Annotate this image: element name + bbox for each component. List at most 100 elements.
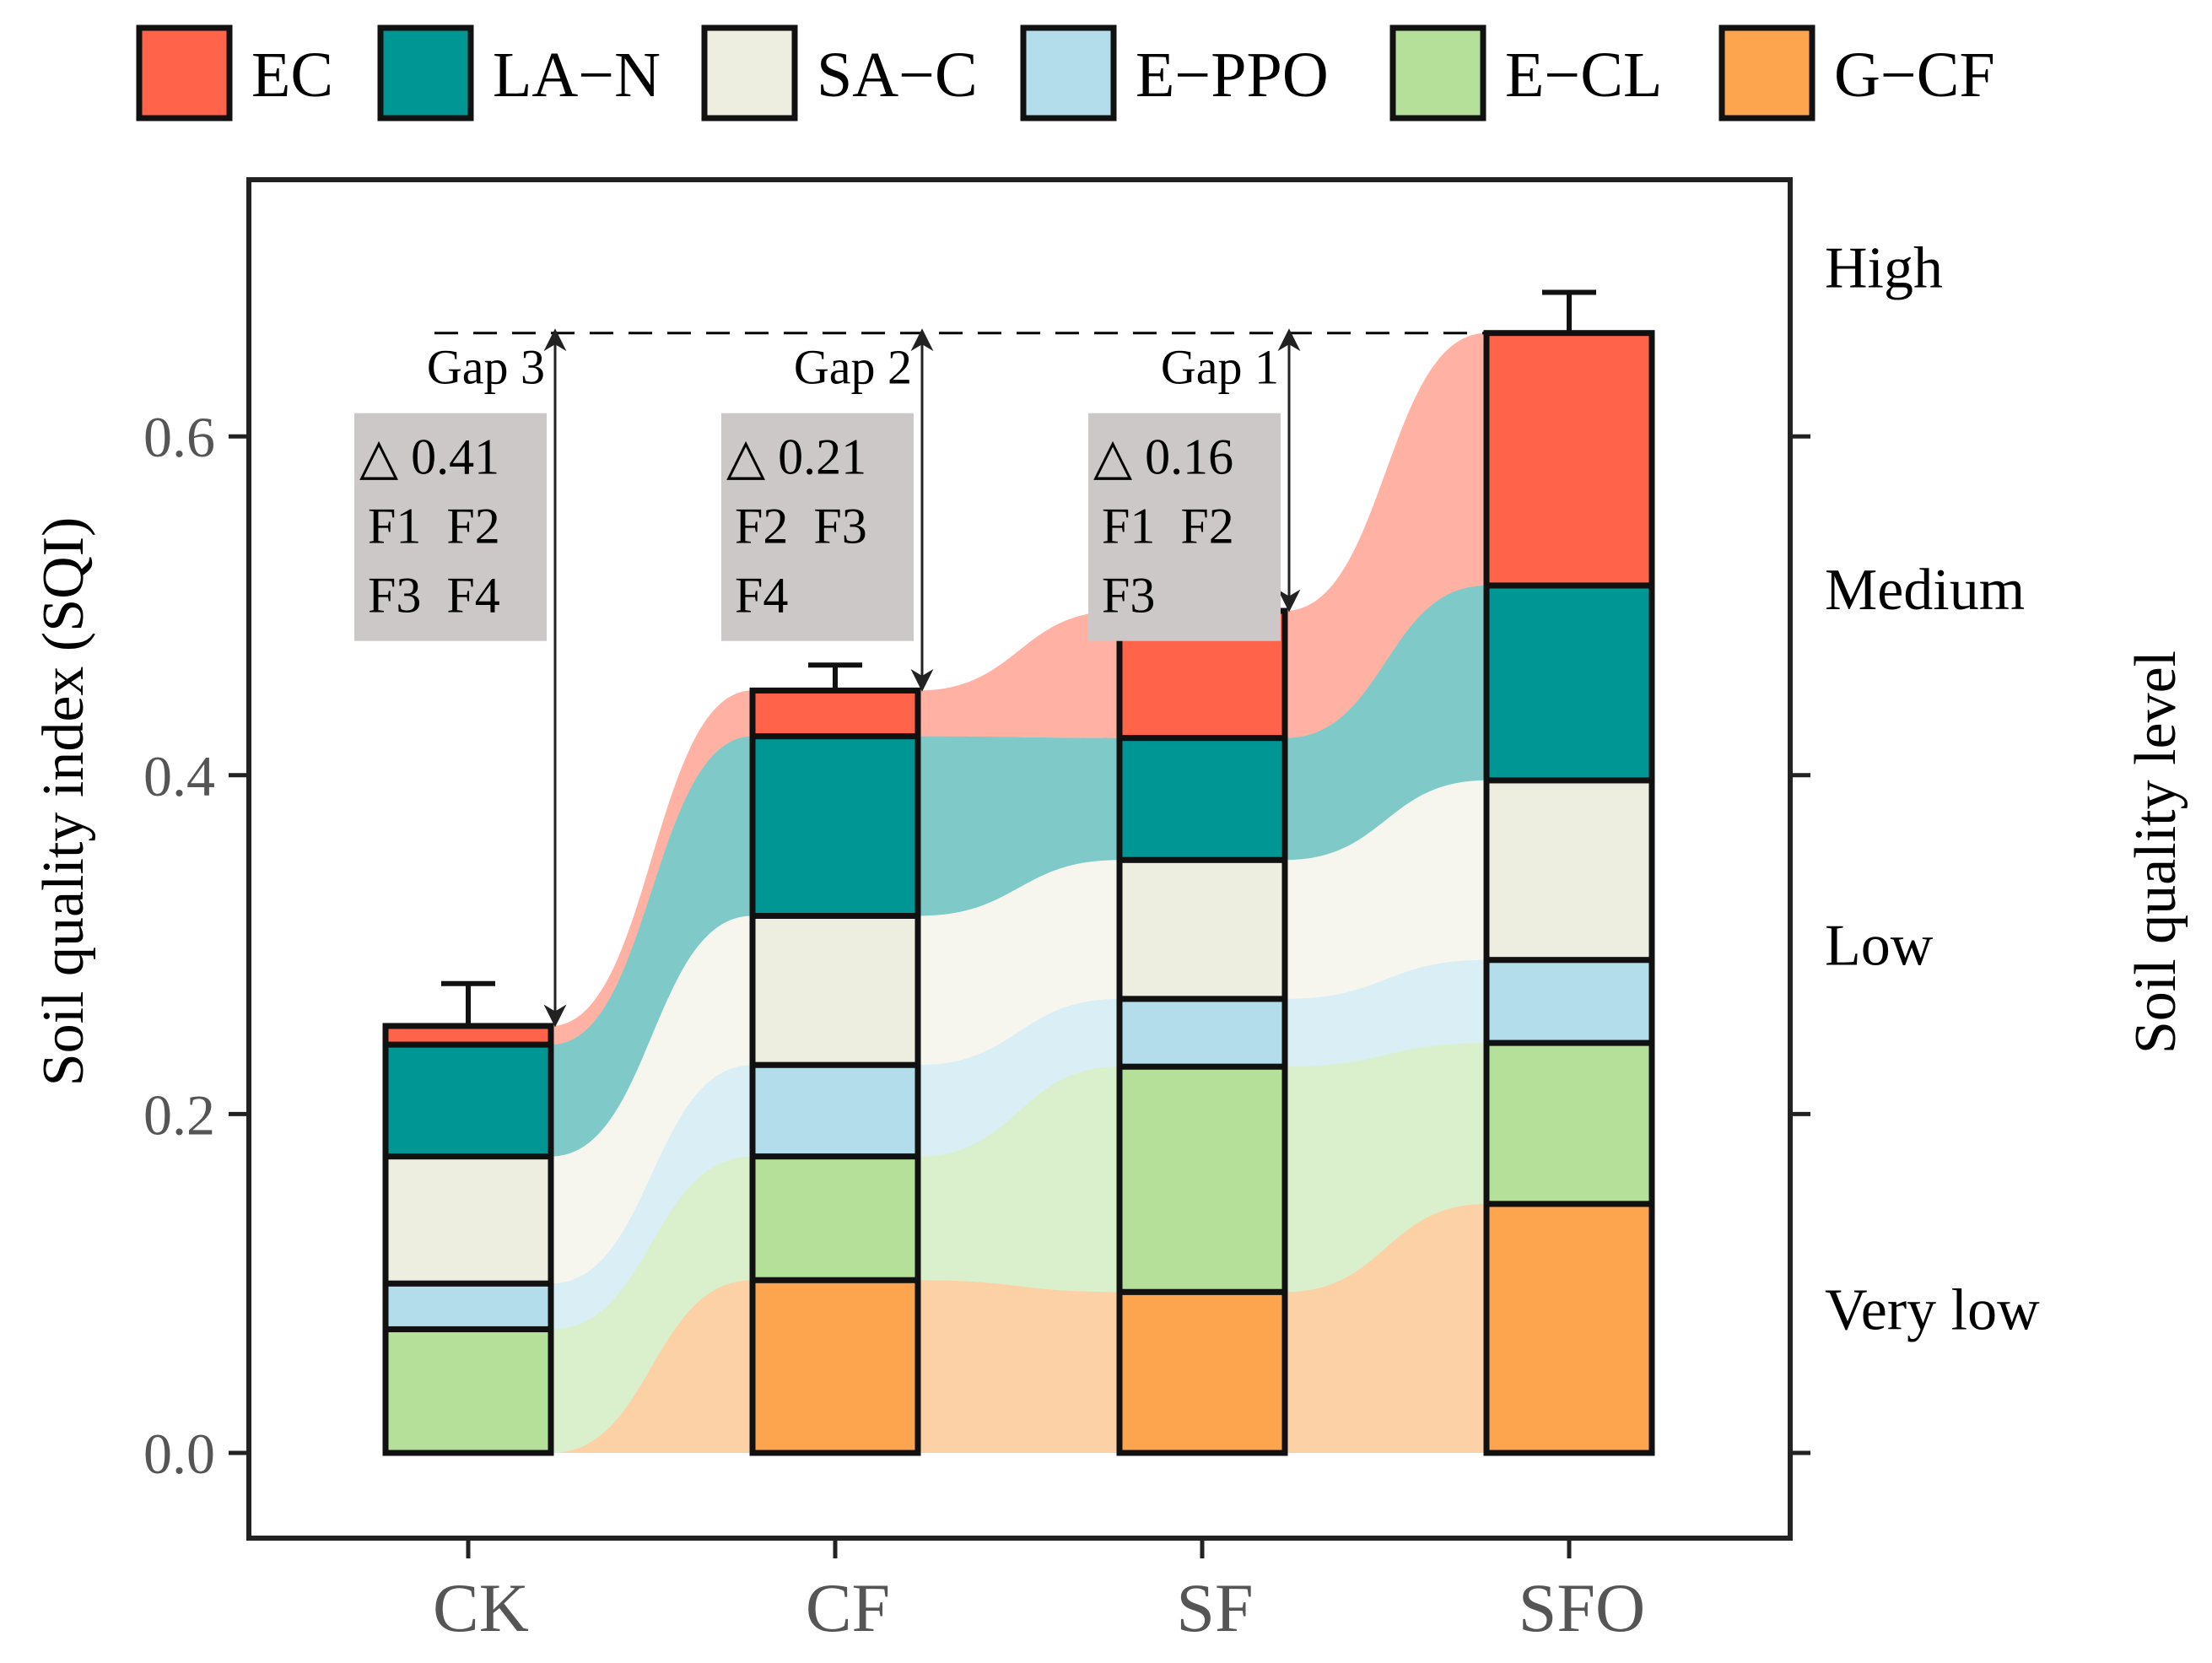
bar-segment-ck-lan <box>382 1041 554 1160</box>
gap-factor-line: F3 <box>1102 568 1155 624</box>
legend-item-ec: EC <box>136 24 333 121</box>
bar-segment-sfo-lan <box>1483 582 1655 784</box>
bar-segment-cf-gcf <box>749 1277 921 1456</box>
bar-segment-sf-eppo <box>1116 996 1288 1070</box>
bar-segment-ck-ec <box>382 1023 554 1048</box>
band-ecl-cf-sf <box>918 1066 1119 1293</box>
gap-box <box>1088 413 1281 641</box>
band-eppo-ck-cf <box>551 1065 753 1330</box>
band-lan-cf-sf <box>918 736 1119 916</box>
bar-segment-ck-sac <box>382 1153 554 1287</box>
band-ec-ck-cf <box>551 690 753 1045</box>
band-sac-ck-cf <box>551 915 753 1284</box>
bar-segment-sf-gcf <box>1116 1288 1288 1456</box>
band-ec-cf-sf <box>918 611 1119 738</box>
legend-item-sac: SA−C <box>701 24 978 121</box>
gap-box <box>354 413 547 641</box>
band-ecl-sf-sfo <box>1285 1043 1486 1293</box>
legend-swatch <box>1020 24 1117 121</box>
error-bar-sfo <box>1542 289 1596 333</box>
bar-segment-ck-ecl <box>382 1326 554 1456</box>
gap-delta: △ 0.16 <box>1093 429 1233 485</box>
y-tick-label: 0.2 <box>143 1083 215 1147</box>
bar-segment-sfo-sac <box>1483 777 1655 964</box>
legend-label: EC <box>251 40 333 111</box>
band-eppo-cf-sf <box>918 998 1119 1157</box>
band-sac-sf-sfo <box>1285 780 1486 999</box>
gap-delta: △ 0.21 <box>726 429 866 485</box>
legend-item-ecl: E−CL <box>1389 24 1662 121</box>
legend-label: SA−C <box>817 40 978 111</box>
bar-segment-sf-ecl <box>1116 1063 1288 1295</box>
gap-annotation-3: Gap 3 △ 0.41 F1 F2 F3 F4 <box>354 328 567 1028</box>
bar-segment-cf-eppo <box>749 1061 921 1160</box>
legend-swatch <box>1389 24 1486 121</box>
legend-item-lan: LA−N <box>377 24 661 121</box>
bar-segment-ck-eppo <box>382 1280 554 1332</box>
bar-segment-sf-sac <box>1116 856 1288 1002</box>
gap-factor-line: F4 <box>735 568 788 624</box>
x-tick-label: SF <box>1176 1569 1253 1646</box>
band-gcf-cf-sf <box>918 1280 1119 1453</box>
gap-factor-line: F2 F3 <box>735 499 867 554</box>
legend-swatch <box>701 24 798 121</box>
gap-factor-line: F1 F2 <box>368 499 500 554</box>
gap-title: Gap 2 <box>794 340 912 395</box>
gap-title: Gap 1 <box>1161 340 1279 395</box>
band-lan-sf-sfo <box>1285 585 1486 861</box>
plot-frame <box>246 177 1793 1541</box>
gap-factor-line: F3 F4 <box>368 568 500 624</box>
bar-segment-sfo-gcf <box>1483 1201 1655 1456</box>
bar-segment-cf-lan <box>749 733 921 919</box>
band-ecl-ck-cf <box>551 1156 753 1453</box>
bar-segment-cf-sac <box>749 912 921 1068</box>
bars <box>382 330 1655 1456</box>
band-sac-cf-sf <box>918 860 1119 1066</box>
bar-segment-sfo-ecl <box>1483 1039 1655 1207</box>
y-tick-label: 0.4 <box>143 744 215 808</box>
legend-swatch <box>1718 24 1815 121</box>
bar-segment-sfo-eppo <box>1483 957 1655 1046</box>
gap-annotation-2: Gap 2 △ 0.21 F2 F3 F4 <box>721 328 934 692</box>
band-ec-sf-sfo <box>1285 332 1486 738</box>
legend-item-eppo: E−PPO <box>1020 24 1329 121</box>
legend: EC LA−N SA−C E−PPO E−CL G−CF <box>136 24 1995 121</box>
bar-segment-sf-lan <box>1116 735 1288 863</box>
quality-level-label: Very low <box>1825 1277 2040 1342</box>
legend-label: G−CF <box>1834 40 1995 111</box>
y-tick-label: 0.0 <box>143 1422 215 1486</box>
axes: 0.0 0.2 0.4 0.6 Very low Low Medium High CK CF SF S… <box>143 235 2040 1646</box>
band-gcf-ck-cf <box>551 1280 753 1453</box>
error-bar-cf <box>808 662 862 691</box>
y-tick-label: 0.6 <box>143 405 215 469</box>
gap-box <box>721 413 914 641</box>
right-axis-label: Soil quality level <box>2123 651 2188 1054</box>
bar-segment-cf-ec <box>749 687 921 740</box>
band-lan-ck-cf <box>551 736 753 1157</box>
gap-factor-line: F1 F2 <box>1102 499 1234 554</box>
gap-delta: △ 0.41 <box>359 429 499 485</box>
legend-swatch <box>377 24 474 121</box>
x-tick-label: CK <box>433 1569 529 1646</box>
x-tick-label: CF <box>806 1569 890 1646</box>
gap-annotation-1: Gap 1 △ 0.16 F1 F2 F3 <box>1088 328 1301 641</box>
gap-title: Gap 3 <box>427 340 545 395</box>
error-bar-ck <box>441 980 495 1026</box>
bar-segment-cf-ecl <box>749 1153 921 1283</box>
bar-segment-sfo-ec <box>1483 330 1655 589</box>
quality-level-label: Low <box>1825 914 1934 979</box>
y-axis-label: Soil quality index (SQI) <box>31 517 96 1087</box>
band-gcf-sf-sfo <box>1285 1203 1486 1453</box>
legend-item-gcf: G−CF <box>1718 24 1995 121</box>
legend-label: E−CL <box>1505 40 1662 111</box>
flow-bands <box>551 332 1486 1453</box>
quality-level-label: High <box>1825 235 1943 300</box>
quality-level-label: Medium <box>1825 558 2025 623</box>
band-eppo-sf-sfo <box>1285 959 1486 1067</box>
legend-label: E−PPO <box>1136 40 1329 111</box>
legend-label: LA−N <box>493 40 661 111</box>
x-tick-label: SFO <box>1519 1569 1645 1646</box>
legend-swatch <box>136 24 233 121</box>
